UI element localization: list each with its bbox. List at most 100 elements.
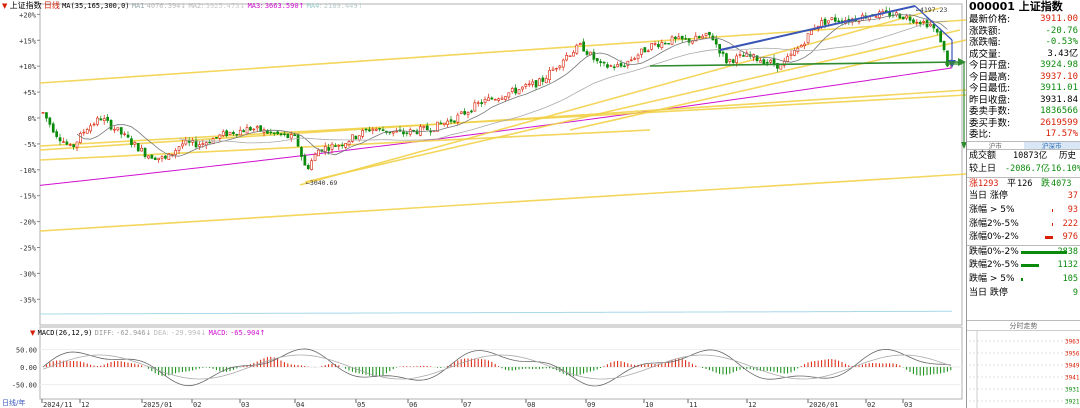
date-axis-label: 02	[193, 401, 201, 408]
candle-body	[616, 64, 619, 68]
candle-body	[555, 67, 558, 70]
date-axis-label: 03	[904, 401, 912, 408]
price-axis-label: -10%	[19, 167, 37, 175]
candle-body	[456, 114, 460, 123]
candle-body	[289, 134, 293, 139]
candle-body	[789, 53, 793, 56]
legend-index-name: 上证指数	[9, 1, 42, 10]
candle-body	[582, 41, 585, 52]
candle-body	[643, 47, 647, 53]
candle-body	[157, 157, 161, 161]
candle-body	[48, 117, 52, 125]
candle-body	[436, 121, 439, 132]
candle-body	[378, 128, 382, 130]
candle-body	[782, 60, 786, 66]
candle-body	[796, 47, 800, 52]
candle-body	[459, 111, 463, 114]
kline-chart[interactable]: +20% +15% +10% +5% 0% -5% -10% -15% -20% -25% -30%…	[0, 0, 966, 408]
compare-row: 较上日 -2086.7亿 -16.10%	[967, 163, 1080, 177]
candle-body	[45, 112, 48, 119]
candle-body	[507, 92, 511, 98]
candle-body	[776, 62, 779, 69]
candle-body	[585, 51, 589, 55]
support-drop-arrow-icon	[961, 142, 966, 149]
distribution-value: 93	[1067, 204, 1078, 215]
candle-body	[898, 13, 902, 19]
date-axis-label: 07	[463, 401, 471, 408]
candle-body	[300, 147, 303, 157]
candle-body	[544, 78, 548, 84]
distribution-label: 跌幅2%-5%	[969, 259, 1019, 270]
price-axis-label: +20%	[19, 11, 37, 19]
bottom-left-label[interactable]: 日线/年	[2, 399, 26, 407]
distribution-label: 跌幅 > 5%	[969, 273, 1015, 284]
candle-body	[935, 29, 939, 33]
candle-body	[408, 129, 412, 135]
candle-body	[181, 143, 184, 147]
distribution-value: 9	[1072, 287, 1078, 298]
candle-body	[735, 55, 738, 64]
candle-body	[252, 128, 256, 131]
breadth-down-value: 4073	[1051, 178, 1072, 189]
candle-body	[606, 64, 609, 68]
distribution-value: 105	[1062, 273, 1078, 284]
legend-ma-params: MA(35,165,300,0)	[62, 2, 130, 10]
date-axis-label: 04	[296, 401, 304, 408]
candle-body	[762, 59, 766, 65]
candle-body	[636, 54, 640, 59]
candle-body	[691, 40, 694, 44]
distribution-value: 1132	[1057, 259, 1078, 270]
candles	[41, 6, 953, 171]
candle-body	[55, 131, 58, 137]
quote-row: 涨跌额: -20.76	[967, 26, 1080, 38]
candle-body	[351, 134, 354, 142]
tab-sh[interactable]: 沪市	[988, 141, 1002, 150]
quote-row: 涨跌幅: -0.53%	[967, 37, 1080, 49]
mini-axis-label: 3963	[1065, 339, 1080, 346]
candle-body	[75, 141, 79, 148]
candle-body	[697, 36, 701, 39]
legend-marker-icon[interactable]: ▼	[2, 2, 8, 10]
turnover-extra[interactable]: 历史	[1059, 150, 1077, 161]
candle-body	[41, 112, 45, 114]
intraday-mini-chart[interactable]: 分时走势 3963 3956 3949 3941 3931 3921	[967, 320, 1080, 408]
candle-body	[602, 61, 606, 64]
candle-body	[395, 131, 399, 133]
candle-body	[905, 15, 908, 19]
candle-body	[500, 97, 504, 100]
candle-body	[215, 136, 218, 139]
tab-shsz[interactable]: 沪深市	[1023, 141, 1080, 150]
candle-body	[228, 131, 232, 135]
candle-body	[170, 154, 174, 156]
candle-body	[565, 55, 568, 61]
ma4-line	[39, 310, 953, 315]
date-axis-label: 06	[409, 401, 417, 408]
support-line	[649, 61, 963, 67]
candle-body	[674, 36, 677, 39]
candle-body	[772, 58, 776, 65]
distribution-row: 涨幅 > 5% 93	[967, 204, 1080, 218]
distribution-value: 2838	[1057, 247, 1078, 258]
candle-body	[405, 132, 409, 134]
legend-period[interactable]: 日线	[43, 1, 60, 10]
candle-body	[793, 50, 796, 56]
candle-body	[364, 128, 368, 131]
candle-body	[504, 96, 507, 100]
candle-body	[344, 143, 348, 148]
candle-body	[116, 127, 120, 131]
breadth-down-label: 跌	[1041, 178, 1051, 189]
distribution-row: 跌幅0%-2% 2838	[967, 245, 1080, 259]
macd-legend: ▼ MACD(26,12,9) DIFF: -62.946↓ DEA: -29.…	[30, 329, 266, 337]
macd-marker-icon[interactable]: ▼	[30, 329, 36, 337]
quote-panel: 000001 上证指数 最新价格: 3911.00 涨跌额: -20.76 涨跌幅: -0…	[966, 0, 1080, 408]
distribution-row: 当日 跌停 9	[967, 287, 1080, 301]
candle-body	[306, 165, 310, 170]
distribution-label: 跌幅0%-2%	[969, 247, 1019, 258]
candle-body	[136, 143, 140, 152]
candle-body	[487, 97, 490, 102]
candle-body	[759, 60, 762, 63]
candle-body	[531, 81, 534, 85]
distribution-row: 当日 涨停 37	[967, 190, 1080, 204]
distribution-bar	[1051, 222, 1053, 226]
